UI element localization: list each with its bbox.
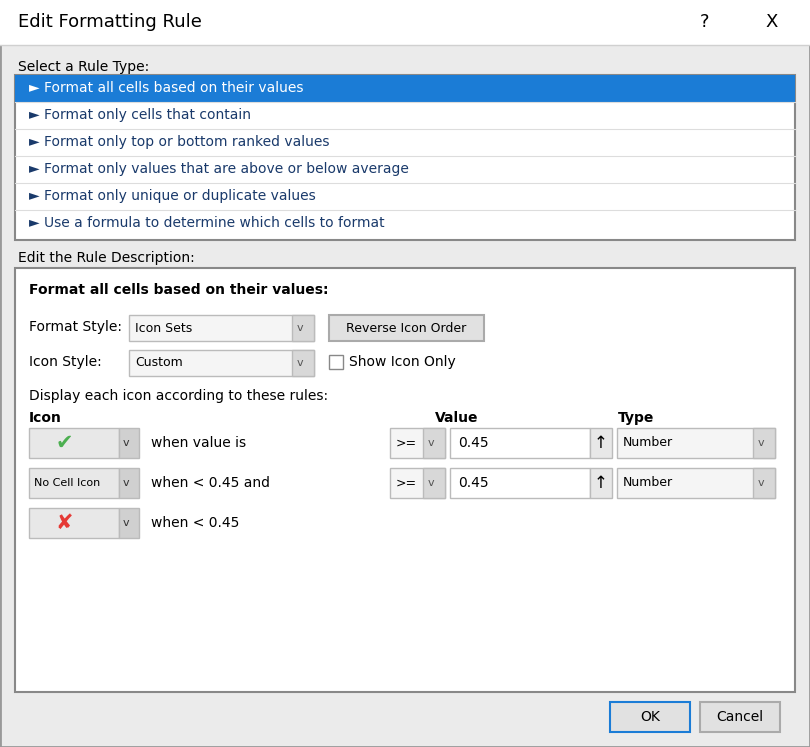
Text: v: v (122, 478, 130, 488)
Text: ► Use a formula to determine which cells to format: ► Use a formula to determine which cells… (29, 216, 385, 230)
Text: v: v (758, 438, 765, 448)
Bar (617, 428, 775, 458)
Bar (129, 350, 314, 376)
Bar (390, 468, 445, 498)
Bar (590, 468, 612, 498)
Text: Select a Rule Type:: Select a Rule Type: (18, 60, 149, 74)
Bar (423, 428, 445, 458)
Text: 0.45: 0.45 (458, 436, 488, 450)
Text: X: X (765, 13, 778, 31)
Bar (119, 468, 139, 498)
Bar (617, 468, 775, 498)
Text: Custom: Custom (135, 356, 183, 370)
Text: v: v (297, 323, 304, 333)
Text: >=: >= (396, 477, 417, 489)
Text: Number: Number (623, 436, 673, 450)
Text: Format all cells based on their values:: Format all cells based on their values: (29, 283, 329, 297)
Text: Number: Number (623, 477, 673, 489)
Text: Edit the Rule Description:: Edit the Rule Description: (18, 251, 194, 265)
Bar (119, 508, 139, 538)
Bar (610, 702, 690, 732)
Text: when value is: when value is (151, 436, 246, 450)
Bar (119, 428, 139, 458)
Text: v: v (428, 438, 435, 448)
Text: ?: ? (700, 13, 710, 31)
Text: Cancel: Cancel (716, 710, 764, 724)
Text: v: v (428, 478, 435, 488)
Bar (0, 0, 810, 45)
Bar (450, 468, 590, 498)
Bar (329, 315, 484, 341)
Text: Icon: Icon (29, 411, 62, 425)
Bar (292, 315, 314, 341)
Text: No Cell Icon: No Cell Icon (34, 478, 100, 488)
Text: Icon Style:: Icon Style: (29, 355, 102, 369)
Text: v: v (122, 518, 130, 528)
Text: Show Icon Only: Show Icon Only (349, 355, 456, 369)
Bar (329, 355, 343, 369)
Text: v: v (122, 438, 130, 448)
Text: OK: OK (640, 710, 660, 724)
Text: Value: Value (435, 411, 479, 425)
Text: v: v (758, 478, 765, 488)
Text: Type: Type (618, 411, 654, 425)
Bar (700, 702, 780, 732)
Bar (590, 428, 612, 458)
Text: Edit Formatting Rule: Edit Formatting Rule (18, 13, 202, 31)
Bar (29, 468, 119, 498)
Bar (390, 428, 445, 458)
Bar (292, 350, 314, 376)
Text: ► Format only top or bottom ranked values: ► Format only top or bottom ranked value… (29, 135, 330, 149)
Bar (15, 268, 795, 692)
Text: when < 0.45 and: when < 0.45 and (151, 476, 270, 490)
Bar (15, 75, 795, 240)
Text: when < 0.45: when < 0.45 (151, 516, 240, 530)
Text: ✘: ✘ (55, 513, 73, 533)
Text: 0.45: 0.45 (458, 476, 488, 490)
Text: Reverse Icon Order: Reverse Icon Order (346, 321, 466, 335)
Bar (29, 508, 119, 538)
Text: >=: >= (396, 436, 417, 450)
Text: ► Format only values that are above or below average: ► Format only values that are above or b… (29, 162, 409, 176)
Text: ↑: ↑ (594, 474, 608, 492)
Text: Display each icon according to these rules:: Display each icon according to these rul… (29, 389, 328, 403)
Bar (129, 315, 314, 341)
Text: Icon Sets: Icon Sets (135, 321, 192, 335)
Bar (753, 468, 775, 498)
Bar (450, 428, 590, 458)
Text: ► Format all cells based on their values: ► Format all cells based on their values (29, 81, 304, 95)
Text: ► Format only unique or duplicate values: ► Format only unique or duplicate values (29, 189, 316, 203)
Text: v: v (297, 358, 304, 368)
Bar (29, 428, 119, 458)
Bar (753, 428, 775, 458)
Text: ↑: ↑ (594, 434, 608, 452)
Bar (423, 468, 445, 498)
Bar (15, 75, 795, 102)
Text: ✔: ✔ (55, 433, 73, 453)
Text: Format Style:: Format Style: (29, 320, 122, 334)
Text: ► Format only cells that contain: ► Format only cells that contain (29, 108, 251, 122)
